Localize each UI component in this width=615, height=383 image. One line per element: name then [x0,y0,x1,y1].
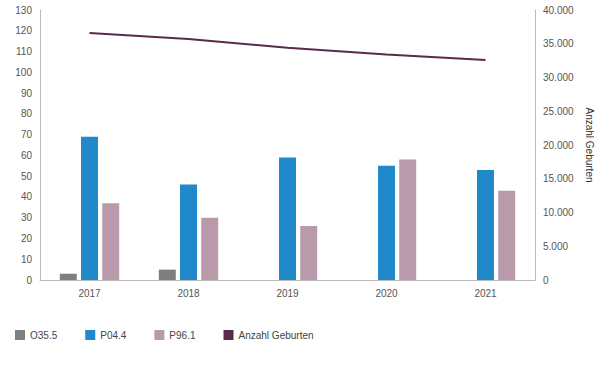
svg-text:130: 130 [15,5,32,16]
svg-text:0: 0 [26,275,32,286]
svg-text:35.000: 35.000 [543,38,574,49]
svg-text:100: 100 [15,67,32,78]
svg-text:0: 0 [543,275,549,286]
svg-text:2020: 2020 [375,288,398,299]
svg-text:60: 60 [21,150,33,161]
svg-text:P04.4: P04.4 [100,330,127,341]
svg-text:90: 90 [21,88,33,99]
svg-text:70: 70 [21,129,33,140]
svg-text:40.000: 40.000 [543,5,574,16]
svg-text:110: 110 [16,46,32,57]
svg-text:2018: 2018 [177,288,200,299]
svg-text:5.000: 5.000 [543,241,568,252]
svg-text:25.000: 25.000 [543,106,574,117]
svg-text:30: 30 [21,212,33,223]
svg-text:15.000: 15.000 [543,173,574,184]
svg-text:10: 10 [21,254,33,265]
svg-text:O35.5: O35.5 [30,330,58,341]
svg-text:2019: 2019 [276,288,299,299]
svg-text:40: 40 [21,191,33,202]
svg-text:20: 20 [21,233,33,244]
svg-text:2017: 2017 [78,288,101,299]
svg-text:80: 80 [21,108,33,119]
svg-text:Anzahl Geburten: Anzahl Geburten [239,330,314,341]
svg-text:30.000: 30.000 [543,72,574,83]
svg-text:10.000: 10.000 [543,207,574,218]
svg-text:20.000: 20.000 [543,140,574,151]
svg-text:Anzahl Geburten: Anzahl Geburten [584,107,595,182]
svg-text:P96.1: P96.1 [169,330,196,341]
svg-text:2021: 2021 [474,288,497,299]
svg-text:50: 50 [21,171,33,182]
svg-text:120: 120 [15,25,32,36]
